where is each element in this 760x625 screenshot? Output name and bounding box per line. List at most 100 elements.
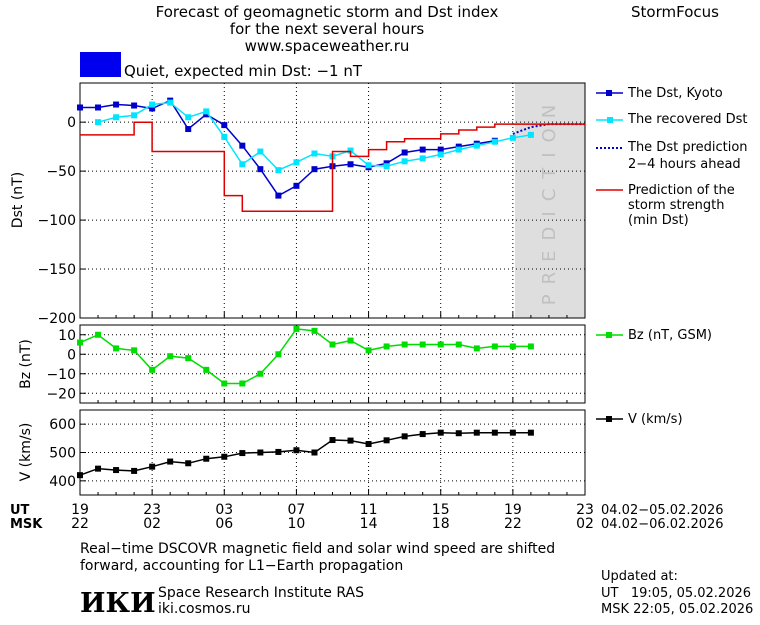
- v-series-0-point: [77, 472, 83, 479]
- v-series-0-point: [131, 467, 138, 474]
- bz-series-0-point: [347, 337, 354, 344]
- dst-y-tick-label: −200: [38, 311, 76, 327]
- msk-tick-label: 02: [576, 516, 594, 532]
- bz-plot-frame: [79, 324, 586, 404]
- dst-y-tick-label: −150: [38, 262, 76, 278]
- dst-series-1-point: [365, 162, 372, 169]
- dst-series-0-point: [419, 146, 426, 153]
- brand-name: StormFocus: [631, 3, 719, 21]
- ut-tick-label: 19: [71, 502, 89, 518]
- ut-tick-label: 15: [432, 502, 450, 518]
- v-series-0-point: [473, 429, 480, 436]
- bz-panel: 10 0 −10 −20 Bz (nT) Bz (nT, GSM): [18, 324, 712, 404]
- ut-axis-label: UT: [10, 503, 30, 518]
- dst-series-1-point: [347, 147, 354, 154]
- legend-storm-strength-3: (min Dst): [628, 213, 689, 228]
- bz-y-ticks: 10 0 −10 −20: [46, 328, 86, 402]
- legend-dst-kyoto: The Dst, Kyoto: [627, 86, 723, 101]
- bz-y-tick-label: −10: [46, 367, 76, 383]
- institute-name: Space Research Institute RAS: [158, 585, 364, 601]
- dst-series-1-point: [527, 131, 534, 138]
- v-series-0-point: [365, 441, 372, 447]
- msk-tick-label: 18: [432, 516, 450, 532]
- dst-series-1-point: [383, 163, 390, 170]
- bz-y-label: Bz (nT): [18, 339, 34, 389]
- msk-tick-label: 22: [504, 516, 522, 532]
- dst-series-1-point: [473, 142, 480, 149]
- bz-series-0-point: [311, 327, 318, 334]
- title-url[interactable]: www.spaceweather.ru: [245, 37, 410, 55]
- footer-note-line-2: forward, accounting for L1−Earth propaga…: [80, 558, 403, 574]
- bz-grid: [79, 325, 586, 403]
- dst-series-1-point: [293, 159, 300, 166]
- legend-v-marker: [606, 416, 612, 422]
- v-grid: [79, 410, 586, 495]
- legend-bz-marker: [606, 332, 612, 338]
- ut-ticks: 19 23 03 07 11 15 19 23: [71, 502, 594, 518]
- v-series-0-point: [437, 429, 444, 436]
- bz-series-0-point: [257, 370, 264, 377]
- status-swatch: [80, 52, 121, 77]
- updated-msk: MSK 22:05, 05.02.2026: [601, 602, 753, 617]
- dst-series-line-2: [512, 123, 585, 135]
- dst-series-1-point: [275, 167, 282, 174]
- msk-axis-label: MSK: [10, 517, 43, 532]
- v-series-0-point: [455, 430, 462, 437]
- dst-series-1-point: [95, 119, 102, 126]
- v-y-tick-label: 500: [49, 446, 76, 462]
- dst-y-tick-label: 0: [67, 115, 76, 131]
- status-text: Quiet, expected min Dst: −1 nT: [124, 62, 363, 80]
- v-series-0-point: [419, 431, 426, 438]
- bz-series-0-point: [77, 339, 83, 346]
- title-line-1: Forecast of geomagnetic storm and Dst in…: [156, 3, 499, 21]
- legend-dst-recovered-marker: [607, 117, 613, 123]
- legend-bz: Bz (nT, GSM): [628, 328, 712, 343]
- bz-series-0-point: [419, 341, 426, 348]
- v-series-line-0: [79, 431, 531, 476]
- dst-series-1-point: [149, 101, 156, 108]
- v-y-tick-label: 600: [49, 417, 76, 433]
- dst-series-0-point: [221, 122, 228, 129]
- v-series-0-point: [95, 465, 102, 472]
- dst-series: [77, 97, 585, 213]
- bz-series-0-point: [293, 325, 300, 332]
- msk-tick-label: 02: [143, 516, 161, 532]
- v-series-0-point: [401, 433, 408, 440]
- dst-series-0-point: [257, 166, 264, 173]
- dst-y-tick-label: −50: [46, 164, 76, 180]
- dst-series-0-point: [131, 102, 138, 109]
- dst-series-0-point: [401, 149, 408, 156]
- dst-series-1-point: [311, 150, 318, 157]
- dst-legend: The Dst, Kyoto The recovered Dst The Dst…: [596, 86, 748, 228]
- bz-series-0-point: [527, 343, 534, 350]
- dst-series-0-point: [149, 105, 156, 112]
- ut-tick-label: 23: [576, 502, 594, 518]
- dst-series-1-point: [185, 114, 192, 121]
- bz-series-0-point: [239, 380, 246, 387]
- bz-series-0-point: [473, 345, 480, 352]
- ut-tick-label: 03: [215, 502, 233, 518]
- v-series-0-point: [347, 437, 354, 444]
- bz-series: [77, 325, 534, 387]
- institute-site[interactable]: iki.cosmos.ru: [158, 601, 250, 617]
- prediction-region: [515, 83, 585, 318]
- bz-series-0-point: [167, 353, 174, 360]
- v-series-0-point: [221, 453, 228, 460]
- dst-series-1-point: [221, 133, 228, 140]
- dst-series-0-point: [437, 146, 444, 153]
- v-series-0-point: [491, 429, 498, 436]
- dst-series-1-point: [167, 99, 174, 106]
- dst-series-0-point: [347, 161, 354, 168]
- dst-series-1-point: [401, 158, 408, 165]
- time-axis: UT MSK 19 23 03 07 11 15 19 23 22 02 06 10 14 18 22 02…: [10, 502, 724, 532]
- msk-tick-label: 14: [360, 516, 378, 532]
- bz-series-0-point: [185, 355, 192, 362]
- v-series-0-point: [257, 449, 264, 456]
- v-series-0-point: [185, 460, 192, 467]
- v-series-0-point: [275, 448, 282, 455]
- v-series-0-point: [293, 447, 300, 454]
- dst-series-1-point: [509, 134, 516, 141]
- dst-series-1-point: [203, 108, 210, 115]
- title-line-2: for the next several hours: [230, 20, 425, 38]
- v-y-ticks: 600 500 400: [49, 417, 86, 490]
